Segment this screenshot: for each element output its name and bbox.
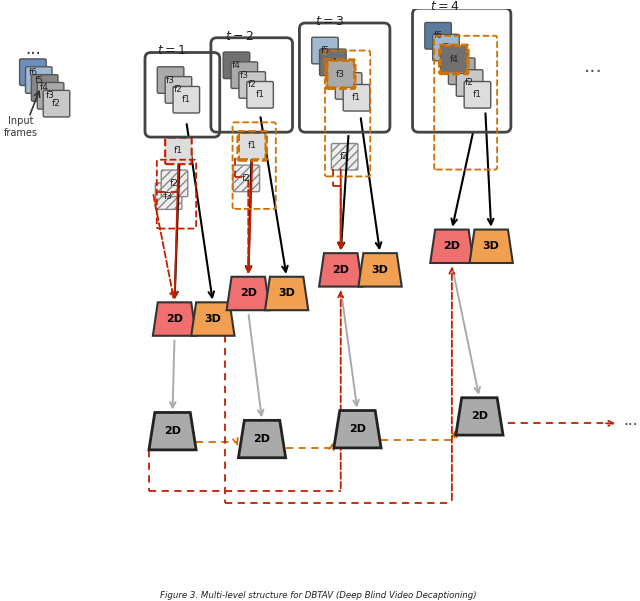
Text: Input
frames: Input frames <box>4 117 38 138</box>
Text: 2D: 2D <box>332 265 349 275</box>
Text: 3D: 3D <box>372 265 388 275</box>
Text: f3: f3 <box>336 70 345 79</box>
Polygon shape <box>153 302 196 336</box>
FancyBboxPatch shape <box>319 49 346 76</box>
Polygon shape <box>358 253 402 287</box>
Text: f1: f1 <box>255 90 264 99</box>
Text: f3: f3 <box>46 91 55 100</box>
Bar <box>149 336 236 412</box>
Text: f4: f4 <box>40 84 49 93</box>
FancyBboxPatch shape <box>312 37 339 64</box>
FancyBboxPatch shape <box>156 183 182 209</box>
Polygon shape <box>239 420 285 458</box>
Text: 2D: 2D <box>471 412 488 421</box>
FancyBboxPatch shape <box>173 87 200 113</box>
FancyBboxPatch shape <box>37 82 64 109</box>
Text: 2D: 2D <box>444 241 460 251</box>
Text: f5: f5 <box>442 43 451 52</box>
Text: f3: f3 <box>166 76 175 85</box>
FancyBboxPatch shape <box>165 76 192 103</box>
Text: f2: f2 <box>344 82 353 90</box>
FancyBboxPatch shape <box>440 46 467 73</box>
Text: $t=3$: $t=3$ <box>315 15 344 28</box>
FancyBboxPatch shape <box>157 67 184 93</box>
Text: 2D: 2D <box>253 434 271 444</box>
Polygon shape <box>430 230 474 263</box>
Text: f4: f4 <box>232 61 241 70</box>
Polygon shape <box>456 398 503 435</box>
Text: f4: f4 <box>449 55 458 64</box>
Text: $t=4$: $t=4$ <box>430 0 460 13</box>
Text: f5: f5 <box>35 76 44 85</box>
Text: f1: f1 <box>182 95 191 104</box>
FancyBboxPatch shape <box>464 82 491 108</box>
Text: f1: f1 <box>473 90 482 99</box>
Text: 3D: 3D <box>204 314 221 324</box>
Polygon shape <box>265 276 308 310</box>
Text: f2: f2 <box>52 99 61 108</box>
Text: f6: f6 <box>28 68 37 77</box>
Text: Figure 3. Multi-level structure for DBTAV (Deep Blind Video Decaptioning): Figure 3. Multi-level structure for DBTA… <box>160 591 476 600</box>
FancyBboxPatch shape <box>20 59 46 85</box>
Text: f4: f4 <box>328 58 337 67</box>
Polygon shape <box>319 253 362 287</box>
Text: f3: f3 <box>336 70 345 79</box>
Text: f2: f2 <box>465 79 474 88</box>
Text: ...: ... <box>623 413 637 428</box>
Text: 2D: 2D <box>240 288 257 299</box>
FancyBboxPatch shape <box>44 90 70 117</box>
FancyBboxPatch shape <box>26 67 52 93</box>
Text: $t=1$: $t=1$ <box>157 44 186 58</box>
FancyBboxPatch shape <box>233 165 260 192</box>
Text: 2D: 2D <box>349 424 366 434</box>
Text: f1: f1 <box>174 147 183 156</box>
FancyBboxPatch shape <box>335 73 362 99</box>
Text: 2D: 2D <box>166 314 183 324</box>
Text: f2: f2 <box>248 81 257 90</box>
FancyBboxPatch shape <box>161 170 188 197</box>
Text: ...: ... <box>584 56 603 76</box>
FancyBboxPatch shape <box>239 72 266 98</box>
Text: f3: f3 <box>240 71 249 79</box>
FancyBboxPatch shape <box>343 85 370 111</box>
Polygon shape <box>149 412 196 450</box>
Text: f6: f6 <box>434 31 443 40</box>
Text: $t-2$: $t-2$ <box>225 29 253 43</box>
FancyBboxPatch shape <box>231 62 258 88</box>
Polygon shape <box>334 410 381 448</box>
Text: f2: f2 <box>170 179 179 188</box>
FancyBboxPatch shape <box>223 52 250 79</box>
FancyBboxPatch shape <box>239 133 266 159</box>
Polygon shape <box>191 302 234 336</box>
Text: f3: f3 <box>457 67 466 76</box>
FancyBboxPatch shape <box>31 75 58 101</box>
Polygon shape <box>227 276 270 310</box>
Text: 3D: 3D <box>278 288 295 299</box>
Text: f1: f1 <box>248 141 257 150</box>
Polygon shape <box>470 230 513 263</box>
Text: f2: f2 <box>174 85 183 94</box>
Text: f3: f3 <box>164 192 173 201</box>
FancyBboxPatch shape <box>440 46 467 73</box>
FancyBboxPatch shape <box>328 61 354 87</box>
FancyBboxPatch shape <box>332 144 358 170</box>
Text: f5: f5 <box>321 46 330 55</box>
Text: 2D: 2D <box>164 426 181 436</box>
FancyBboxPatch shape <box>425 22 451 49</box>
FancyBboxPatch shape <box>165 138 192 164</box>
Text: f4: f4 <box>449 55 458 64</box>
FancyBboxPatch shape <box>433 34 460 61</box>
Text: ...: ... <box>25 40 41 58</box>
FancyBboxPatch shape <box>247 82 273 108</box>
Text: f2: f2 <box>242 174 251 183</box>
FancyBboxPatch shape <box>328 61 354 87</box>
Text: f2: f2 <box>340 152 349 161</box>
FancyBboxPatch shape <box>456 70 483 96</box>
Text: f1: f1 <box>352 93 361 102</box>
FancyBboxPatch shape <box>449 58 475 85</box>
Text: 3D: 3D <box>483 241 500 251</box>
